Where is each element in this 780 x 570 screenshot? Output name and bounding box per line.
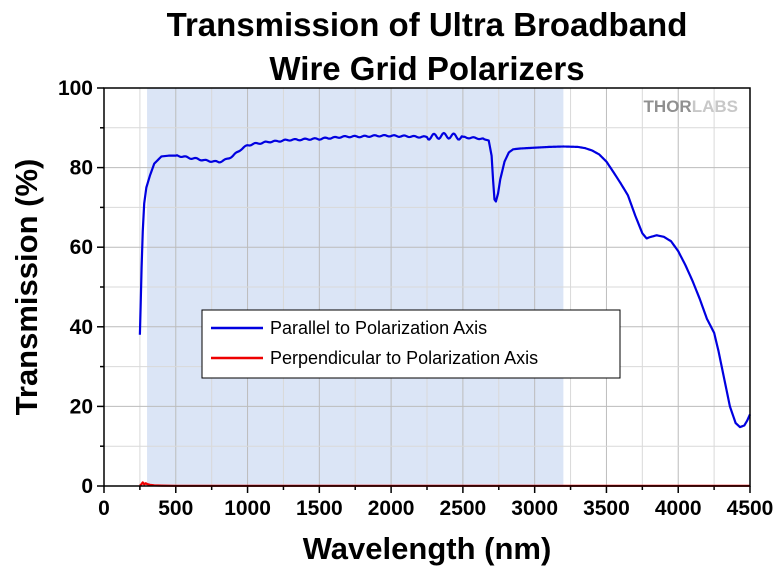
legend-box xyxy=(201,309,621,379)
y-tick-label: 40 xyxy=(70,316,93,339)
x-axis-title: Wavelength (nm) xyxy=(303,531,552,566)
y-tick-label: 0 xyxy=(81,475,93,498)
y-tick-label: 80 xyxy=(70,157,93,180)
x-tick-label: 4500 xyxy=(727,497,774,520)
x-tick-label: 2000 xyxy=(368,497,415,520)
series-line-parallel xyxy=(138,131,752,429)
y-tick-label: 60 xyxy=(70,236,93,259)
watermark-part1: THOR xyxy=(644,97,692,116)
x-tick-label: 2500 xyxy=(440,497,487,520)
chart-title-line-1: Transmission of Ultra Broadband xyxy=(167,6,688,43)
tick-labels: 0 500 1000 1500 2000 2500 3000 3500 4000 4500 0 20 4… xyxy=(58,77,773,520)
x-tick-label: 0 xyxy=(98,497,110,520)
x-tick-label: 3000 xyxy=(511,497,558,520)
x-tick-label: 3500 xyxy=(583,497,630,520)
legend-label-perpendicular: Perpendicular to Polarization Axis xyxy=(270,348,538,368)
x-tick-label: 500 xyxy=(158,497,193,520)
x-tick-label: 1500 xyxy=(296,497,343,520)
watermark-part2: LABS xyxy=(692,97,738,116)
y-tick-label: 20 xyxy=(70,395,93,418)
plot-frame xyxy=(103,87,751,487)
grid-lines xyxy=(104,88,750,486)
y-tick-label: 100 xyxy=(58,77,93,100)
watermark-logo: THORLABS xyxy=(644,97,738,116)
y-axis-title: Transmission (%) xyxy=(9,159,44,416)
legend: Parallel to Polarization Axis Perpendicu… xyxy=(201,309,621,379)
x-tick-label: 4000 xyxy=(655,497,702,520)
x-tick-label: 1000 xyxy=(224,497,271,520)
chart-title-line-2: Wire Grid Polarizers xyxy=(269,50,584,87)
legend-label-parallel: Parallel to Polarization Axis xyxy=(270,318,487,338)
